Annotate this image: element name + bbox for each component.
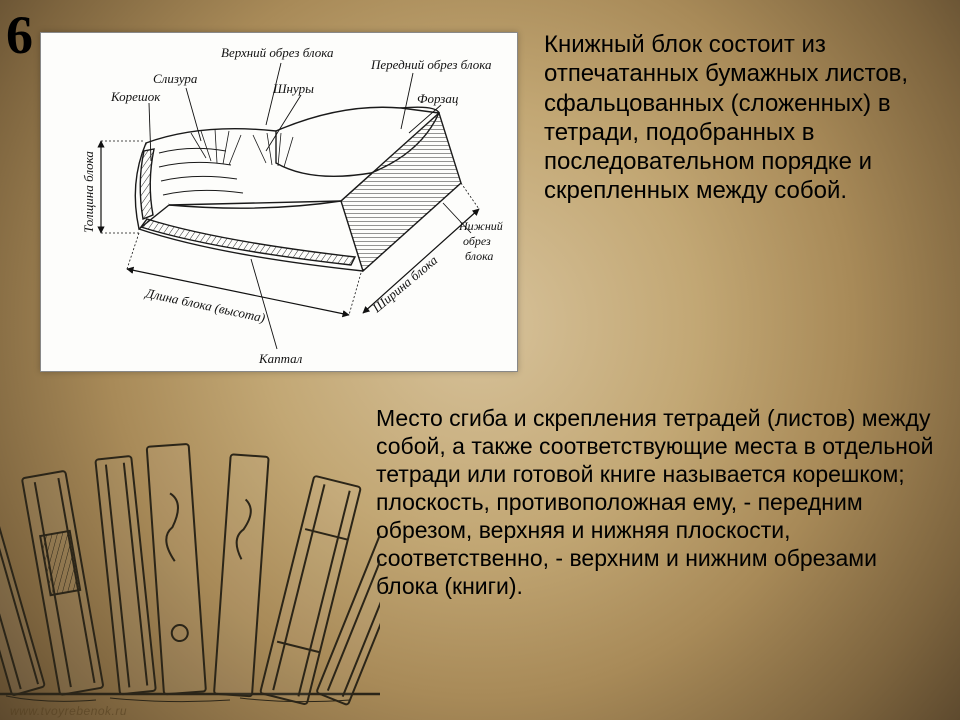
lbl-lower-edge-2: обрез <box>463 234 491 248</box>
lbl-koreshok: Корешок <box>110 89 161 104</box>
books-sketch <box>0 418 380 708</box>
lbl-tolshina: Толщина блока <box>81 151 96 233</box>
lbl-slizura: Слизура <box>153 71 198 86</box>
lbl-dlina: Длина блока (высота) <box>142 285 266 325</box>
lbl-forzats: Форзац <box>417 91 459 106</box>
lbl-lower-edge-3: блока <box>465 249 493 263</box>
watermark: www.tvoyrebenok.ru <box>10 704 127 718</box>
lbl-shirina: Ширина блока <box>369 252 441 316</box>
lbl-top-edge: Верхний обрез блока <box>221 45 334 60</box>
page-number: 6 <box>6 4 33 66</box>
book-block-diagram: Верхний обрез блока Передний обрез блока… <box>40 32 518 372</box>
lbl-front-edge: Передний обрез блока <box>370 57 492 72</box>
lbl-shnury: Шнуры <box>272 81 314 96</box>
paragraph-2: Место сгиба и скрепления тетрадей (листо… <box>376 404 936 600</box>
lbl-lower-edge-1: Нижний <box>458 219 503 233</box>
paragraph-1: Книжный блок состоит из отпечатанных бум… <box>544 30 946 206</box>
lbl-kaptal: Каптал <box>258 351 303 366</box>
slide: 6 <box>0 0 960 720</box>
